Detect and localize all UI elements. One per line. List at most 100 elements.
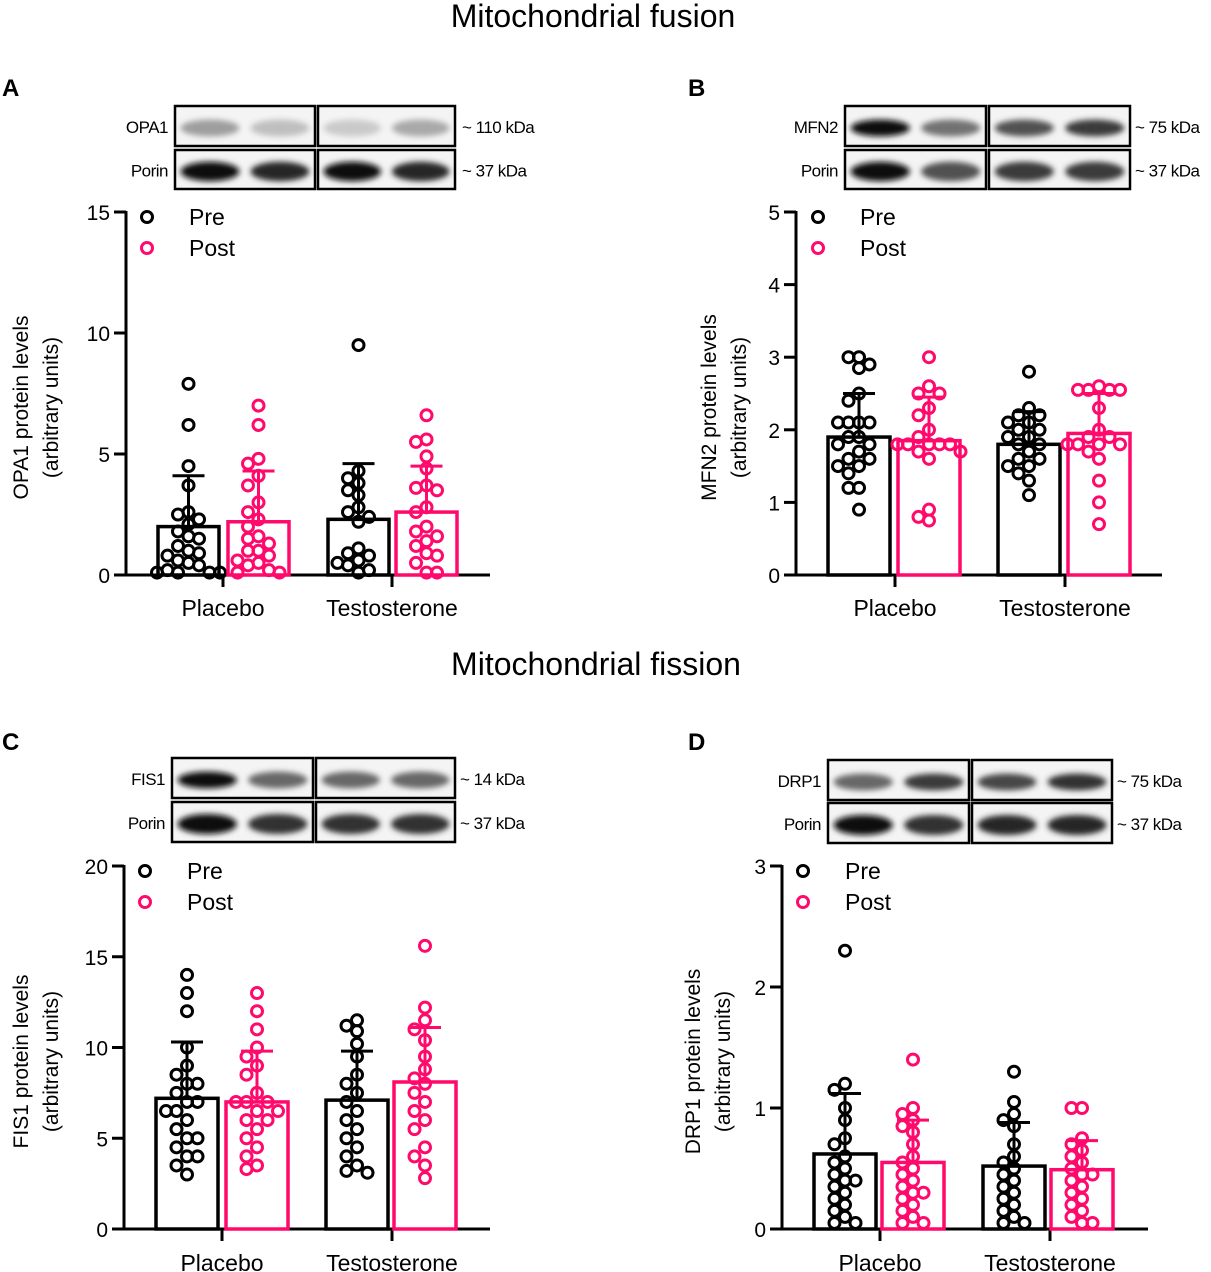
y-tick-label: 0 bbox=[96, 1219, 108, 1242]
protein-label: DRP1 bbox=[778, 772, 821, 791]
data-point bbox=[906, 1052, 920, 1067]
y-axis-label: DRP1 protein levels bbox=[682, 969, 705, 1155]
data-point bbox=[241, 558, 255, 573]
blot-band bbox=[977, 815, 1037, 835]
data-point bbox=[1113, 382, 1127, 397]
data-point bbox=[852, 386, 866, 401]
data-point bbox=[251, 512, 266, 527]
data-point bbox=[916, 1185, 931, 1200]
blot-band bbox=[323, 161, 382, 182]
y-tick-label: 15 bbox=[87, 202, 110, 225]
data-point bbox=[339, 1149, 354, 1164]
blot-band bbox=[177, 814, 237, 834]
data-point bbox=[1032, 422, 1047, 437]
legend-marker-pre bbox=[140, 210, 154, 224]
data-point bbox=[852, 444, 866, 459]
y-tick-label: 5 bbox=[96, 1128, 108, 1151]
data-point bbox=[418, 938, 432, 953]
blot-band bbox=[1047, 815, 1107, 835]
data-point bbox=[1011, 451, 1026, 466]
bar-pre bbox=[996, 442, 1062, 577]
y-tick-label: 0 bbox=[98, 565, 110, 588]
data-point bbox=[407, 1122, 422, 1137]
blot-band bbox=[250, 161, 310, 182]
blot-band bbox=[321, 771, 380, 789]
data-point bbox=[350, 1122, 364, 1137]
data-point bbox=[250, 1004, 264, 1019]
data-point bbox=[922, 422, 936, 437]
data-point bbox=[841, 466, 856, 481]
molecular-weight-label: ~ 37 kDa bbox=[1117, 815, 1183, 834]
data-point bbox=[841, 451, 856, 466]
data-point bbox=[827, 1082, 842, 1097]
data-point bbox=[906, 1101, 920, 1115]
blot-band bbox=[921, 161, 981, 182]
blot-band bbox=[1065, 161, 1125, 182]
y-tick-label: 10 bbox=[87, 323, 110, 346]
data-point bbox=[407, 1149, 422, 1164]
data-point bbox=[180, 967, 194, 982]
data-point bbox=[180, 1167, 194, 1182]
data-point bbox=[848, 1215, 863, 1230]
data-point bbox=[350, 1085, 364, 1100]
y-axis-label: FIS1 protein levels bbox=[10, 975, 33, 1149]
data-point bbox=[407, 1085, 422, 1100]
data-point bbox=[1092, 495, 1106, 510]
data-point bbox=[271, 1104, 285, 1119]
data-point bbox=[852, 361, 866, 376]
data-point bbox=[251, 495, 266, 510]
y-tick-label: 3 bbox=[754, 856, 766, 879]
data-point bbox=[1022, 401, 1036, 416]
data-point bbox=[181, 459, 196, 474]
data-point bbox=[831, 459, 845, 474]
data-point bbox=[339, 1131, 354, 1146]
blot-band bbox=[833, 773, 893, 791]
western-blot: FIS1 ~ 14 kDa Porin ~ 37 kDa bbox=[128, 756, 526, 844]
data-point bbox=[1113, 437, 1127, 452]
data-point bbox=[996, 1113, 1011, 1128]
data-point bbox=[1085, 1167, 1100, 1182]
data-point bbox=[1017, 1215, 1032, 1230]
data-point bbox=[838, 1131, 852, 1146]
blot-band bbox=[904, 773, 964, 791]
x-category-label: Placebo bbox=[853, 595, 936, 621]
data-point bbox=[1001, 430, 1015, 445]
data-point bbox=[250, 1022, 264, 1037]
blot-band bbox=[391, 814, 450, 834]
data-point bbox=[350, 1036, 364, 1051]
bar-post bbox=[392, 1080, 458, 1231]
data-point bbox=[169, 1085, 184, 1100]
data-point bbox=[852, 502, 866, 517]
data-point bbox=[418, 1033, 432, 1048]
blot-band bbox=[833, 815, 893, 835]
blot-band bbox=[994, 161, 1054, 182]
data-point bbox=[169, 1158, 184, 1173]
data-point bbox=[251, 417, 266, 432]
data-point bbox=[409, 480, 423, 495]
loading-control-label: Porin bbox=[131, 162, 168, 181]
data-point bbox=[190, 1149, 205, 1164]
data-point bbox=[841, 430, 856, 445]
blot-band bbox=[323, 119, 382, 137]
blot-band bbox=[248, 771, 308, 789]
data-point bbox=[1102, 430, 1117, 445]
data-point bbox=[418, 1062, 432, 1077]
molecular-weight-label: ~ 37 kDa bbox=[462, 162, 528, 181]
legend-marker-pre bbox=[138, 864, 152, 878]
data-point bbox=[848, 1173, 863, 1188]
data-point bbox=[1081, 444, 1096, 459]
data-point bbox=[339, 1076, 354, 1091]
panel-letter: B bbox=[688, 75, 705, 102]
data-point bbox=[181, 376, 196, 391]
data-point bbox=[350, 1158, 364, 1173]
data-point bbox=[181, 478, 196, 493]
molecular-weight-label: ~ 75 kDa bbox=[1117, 772, 1183, 791]
data-point bbox=[262, 548, 276, 563]
bar-pre bbox=[324, 1098, 390, 1231]
panel-letter: A bbox=[2, 75, 19, 102]
data-point bbox=[838, 943, 852, 958]
blot-band bbox=[977, 773, 1037, 791]
bar-post bbox=[224, 1100, 290, 1231]
data-point bbox=[341, 505, 355, 520]
data-point bbox=[350, 1067, 364, 1082]
